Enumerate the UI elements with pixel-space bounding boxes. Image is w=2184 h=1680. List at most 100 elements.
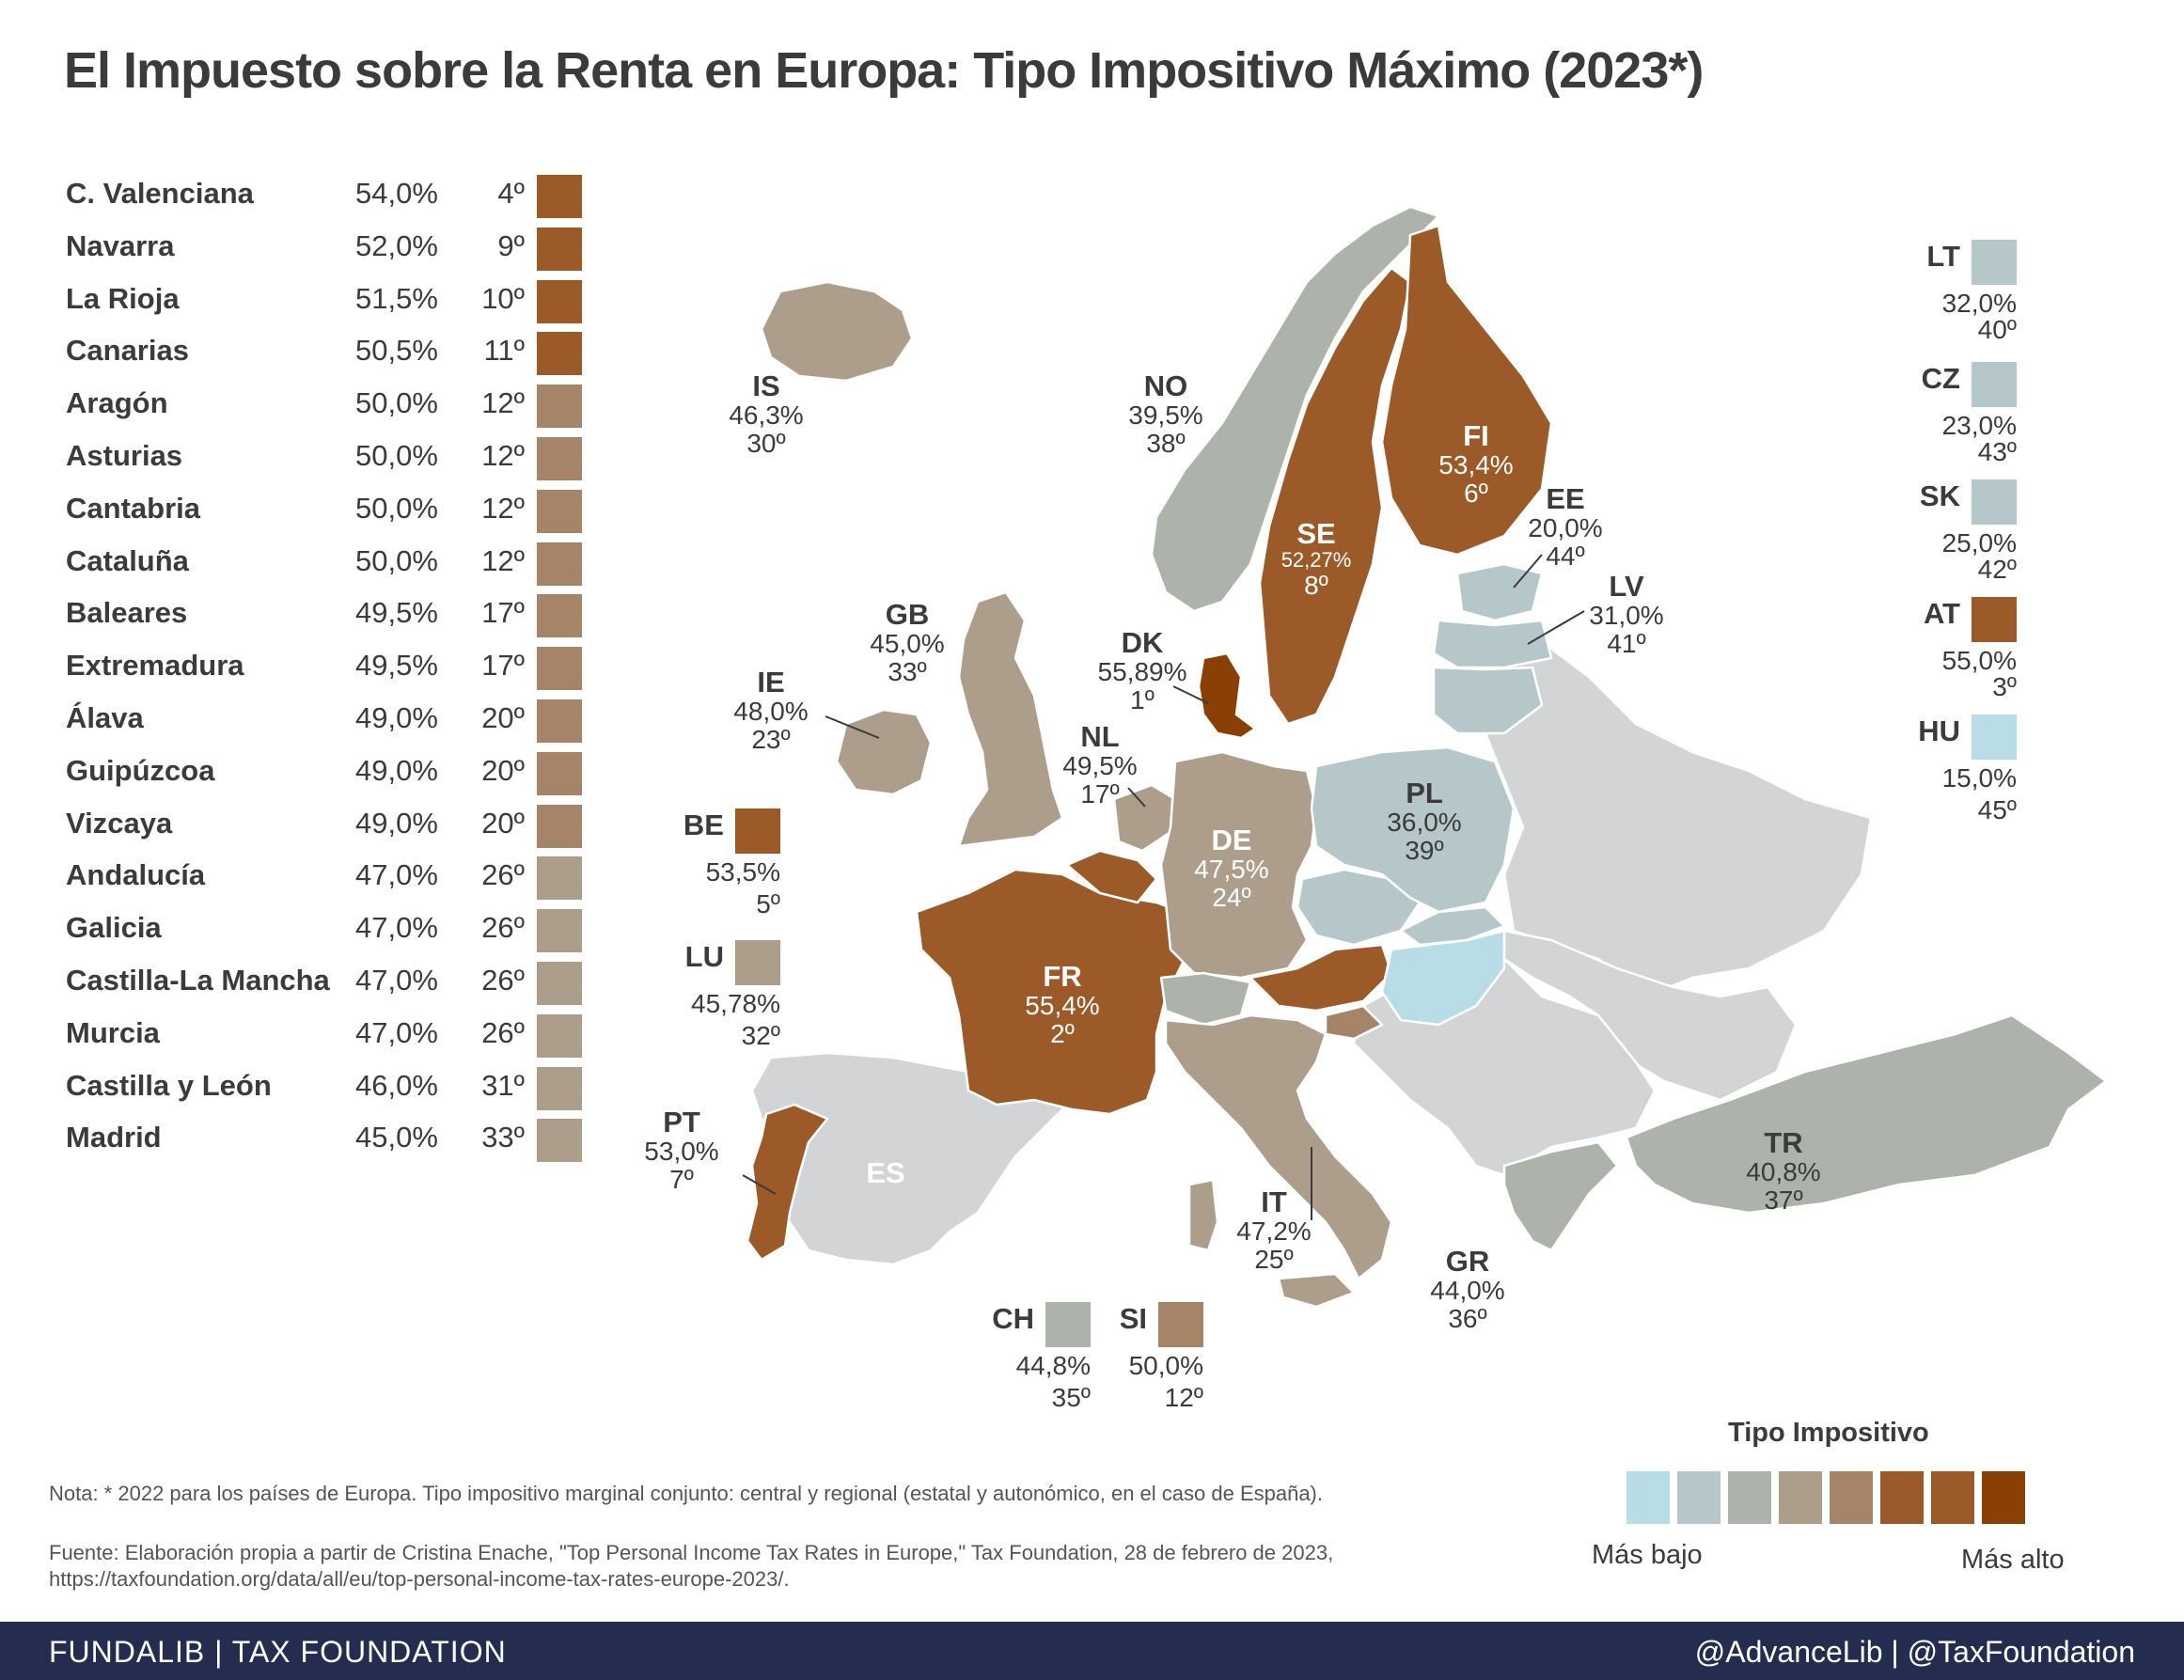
country-rank-lt: 40º [1977,315,2017,344]
country-rate-tr: 40,8% [1746,1157,1821,1186]
key-cz: CZ 23,0% 43º [1880,362,2017,465]
country-rate-ie: 48,0% [733,697,809,726]
map-country-it [1164,1013,1393,1280]
region-rate: 50,5% [355,334,438,368]
map-country-be [1065,849,1158,904]
swatch-cz [1972,362,2017,407]
source-note: Fuente: Elaboración propia a partir de C… [49,1541,1334,1591]
country-code-gr: GR [1445,1245,1490,1278]
region-rank: 26º [481,963,525,997]
country-rank-dk: 1º [1130,685,1155,714]
country-rank-sk: 42º [1977,555,2017,584]
country-rank-se: 8º [1304,571,1328,600]
swatch-lt [1972,240,2017,285]
map-country-fr [915,868,1196,1116]
region-swatch [537,594,582,638]
map-country-is [760,280,914,383]
legend-swatch [1677,1471,1720,1524]
region-rate: 46,0% [355,1068,438,1102]
label-nl: NL 49,5% 17º [1039,722,1161,808]
legend-swatch [1779,1471,1822,1524]
country-rank-fr: 2º [1050,1019,1075,1048]
region-row: Andalucía 47,0% 26º [64,851,590,903]
leader-ee [1513,554,1543,589]
region-name: Murcia [66,1015,160,1049]
country-code-ch: CH [992,1302,1034,1336]
country-code-pl: PL [1406,777,1443,809]
region-rank: 12º [481,438,525,472]
map-country-se [1258,266,1412,726]
label-fi: FI 53,4% 6º [1415,421,1537,507]
country-code-lv: LV [1609,570,1644,603]
region-rank: 12º [481,386,525,420]
key-sk: SK 25,0% 42º [1880,479,2017,583]
region-rank: 12º [481,543,525,577]
key-si: SI 50,0% 12º [1072,1302,1203,1411]
country-code-gb: GB [885,598,930,631]
country-rate-it: 47,2% [1236,1217,1312,1246]
country-rate-ch: 44,8% [1015,1351,1091,1380]
swatch-ch [1045,1302,1091,1347]
label-es: ES [825,1158,947,1187]
region-row: Cantabria 50,0% 12º [64,484,590,537]
country-rate-nl: 49,5% [1062,751,1138,780]
region-rate: 49,0% [355,806,438,840]
map-country-ie [835,708,933,796]
map-country-lt [1432,666,1544,735]
map-country-gr [1502,1140,1619,1252]
legend-title: Tipo Impositivo [1728,1418,1929,1448]
region-rank: 10º [481,281,525,315]
region-name: Baleares [66,596,188,630]
country-rank-ee: 44º [1546,542,1585,571]
key-lt: LT 32,0% 40º [1880,240,2017,343]
country-rank-ch: 35º [1051,1383,1091,1412]
map-country-de [1159,750,1318,980]
region-rank: 20º [481,753,525,787]
region-rank: 33º [481,1121,525,1154]
label-fr: FR 55,4% 2º [1001,962,1123,1047]
region-row: Madrid 45,0% 33º [64,1113,590,1166]
map-region-ukraine-romania [1502,929,1798,1102]
swatch-be [735,809,780,854]
country-rank-tr: 37º [1764,1185,1803,1215]
region-name: Cantabria [66,491,200,525]
region-rate: 49,5% [355,649,438,683]
footer-bar: FUNDALIB | TAX FOUNDATION @AdvanceLib | … [0,1622,2184,1680]
region-name: Álava [66,700,144,734]
region-name: Vizcaya [66,806,173,840]
region-row: Canarias 50,5% 11º [64,326,590,379]
region-swatch [537,1066,582,1110]
swatch-si [1158,1302,1203,1347]
country-rate-lt: 32,0% [1941,289,2017,318]
label-de: DE 47,5% 24º [1171,825,1293,911]
region-row: Extremadura 49,5% 17º [64,641,590,694]
regions-table: C. Valenciana 54,0% 4º Navarra 52,0% 9º La Rio… [64,169,590,1166]
region-name: Castilla-La Mancha [66,963,330,997]
label-no: NO 39,5% 38º [1105,371,1227,457]
region-rank: 20º [481,806,525,840]
region-rate: 50,0% [355,386,438,420]
country-code-dk: DK [1121,626,1164,659]
swatch-at [1972,597,2017,642]
region-name: Extremadura [66,649,244,683]
country-rank-cz: 43º [1977,437,2017,466]
country-rank-pl: 39º [1405,836,1444,865]
label-it: IT 47,2% 25º [1213,1187,1335,1273]
label-pl: PL 36,0% 39º [1363,778,1485,864]
country-rank-si: 12º [1164,1383,1203,1412]
label-gr: GR 44,0% 36º [1406,1247,1529,1332]
key-at: AT 55,0% 3º [1880,597,2017,700]
key-ch: CH 44,8% 35º [959,1302,1091,1411]
legend-swatch [1626,1471,1670,1524]
region-rate: 54,0% [355,177,438,210]
footer-social-handles: @AdvanceLib | @TaxFoundation [1694,1635,2135,1669]
country-code-fr: FR [1043,960,1082,993]
region-row: Navarra 52,0% 9º [64,222,590,275]
map-country-si [1324,1004,1384,1041]
region-row: Álava 49,0% 20º [64,694,590,746]
region-row: La Rioja 51,5% 10º [64,275,590,327]
label-pt: PT 53,0% 7º [621,1107,743,1193]
region-rate: 47,0% [355,963,438,997]
label-se: SE 52,27% 8º [1255,519,1377,599]
map-country-it-sardinia [1187,1178,1219,1252]
